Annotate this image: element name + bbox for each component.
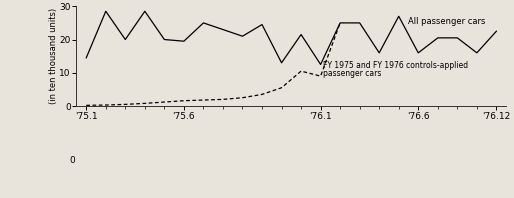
Text: passenger cars: passenger cars bbox=[323, 69, 381, 78]
Y-axis label: (in ten thousand units): (in ten thousand units) bbox=[49, 8, 58, 104]
Text: FY 1975 and FY 1976 controls-applied: FY 1975 and FY 1976 controls-applied bbox=[323, 61, 468, 70]
Text: 0: 0 bbox=[70, 156, 76, 165]
Text: All passenger cars: All passenger cars bbox=[409, 17, 486, 26]
